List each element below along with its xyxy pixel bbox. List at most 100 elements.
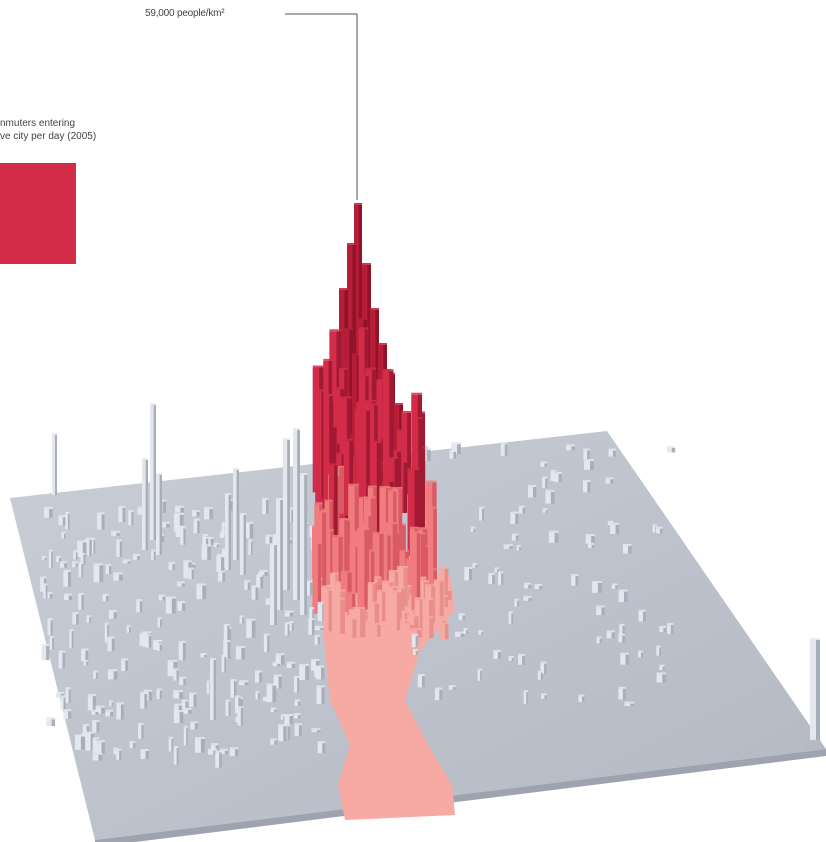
bar-side [444, 568, 448, 604]
bar-side [297, 715, 301, 719]
bar-top [411, 633, 419, 636]
bar-top [289, 621, 294, 624]
bar-face [157, 619, 161, 628]
bar-side [296, 677, 300, 693]
bar-face [534, 585, 540, 590]
bar-side [591, 544, 595, 549]
bar-top [293, 675, 300, 678]
bar-top [283, 724, 291, 727]
bar-side [511, 658, 514, 661]
bar-top [370, 576, 382, 579]
bar-top [175, 525, 185, 528]
bar-face [434, 689, 440, 701]
bar-face [440, 624, 446, 640]
bar-face [43, 585, 46, 599]
bar-side [421, 676, 425, 688]
bar-side [359, 608, 366, 638]
bar-side [273, 709, 277, 713]
bar-side [75, 552, 78, 560]
bar-top [365, 549, 375, 552]
bar-top [83, 659, 88, 662]
bar-top [347, 243, 356, 245]
bar-face [246, 620, 252, 638]
bar-top [270, 707, 277, 710]
bar-face [382, 535, 388, 595]
bar-top [382, 533, 391, 536]
bar-top [514, 598, 519, 601]
bar-face [477, 670, 481, 681]
bar-side [426, 449, 431, 461]
bar-top [363, 513, 372, 516]
bar-face [346, 619, 353, 638]
bar-side [216, 544, 219, 548]
bar-top [382, 479, 394, 482]
bar-face [56, 693, 61, 698]
bar-face [86, 617, 90, 623]
bar-top [113, 747, 118, 750]
bar-side [80, 736, 85, 750]
bar-side [220, 557, 225, 572]
bar-face [652, 526, 656, 533]
bar-side [453, 452, 457, 459]
bar-face [371, 624, 378, 637]
bar-side [444, 596, 448, 608]
bar-face [95, 707, 102, 714]
bar-side [658, 647, 661, 656]
bar-face [348, 610, 355, 620]
bar-side [309, 582, 313, 596]
bar-face [324, 531, 331, 585]
bar-face [177, 603, 183, 611]
bar-top [58, 650, 66, 653]
bar-face [193, 520, 198, 534]
bar-face [379, 487, 386, 573]
bar-face [294, 701, 298, 706]
bar-top [201, 544, 212, 547]
bar-side [456, 444, 461, 455]
bar-top [142, 631, 152, 634]
bar-side [286, 440, 290, 590]
bar-top [478, 630, 484, 633]
bar-face [137, 508, 143, 515]
bar-side [376, 442, 382, 560]
bar-top [93, 670, 98, 673]
bar-face [479, 508, 483, 521]
bar-top [422, 597, 434, 600]
bar-top [357, 528, 370, 531]
bar-top [449, 450, 457, 453]
bar-side [303, 475, 307, 615]
bar-face [656, 647, 660, 656]
bar-top [254, 670, 263, 673]
bar-face [196, 585, 203, 600]
bar-top [323, 358, 333, 361]
bar-side [532, 486, 537, 498]
bar-face [182, 709, 188, 714]
bar-top [206, 536, 214, 539]
bar-top [425, 480, 437, 483]
bar-top [508, 611, 513, 614]
bar-top [392, 486, 403, 489]
bar-side [196, 520, 200, 534]
bar-face [63, 711, 69, 719]
bar-face [113, 749, 117, 755]
bar-side [297, 701, 301, 706]
bar-top [406, 609, 418, 612]
bar-top [276, 498, 283, 500]
bar-face [289, 623, 292, 631]
bar-face [105, 566, 110, 575]
bar-face [542, 478, 546, 489]
bar-face [142, 633, 148, 647]
bar-side [145, 750, 149, 759]
bar-top [398, 549, 409, 552]
bar-top [488, 572, 495, 575]
bar-top [40, 576, 47, 579]
bar-side [257, 692, 260, 700]
bar-face [113, 574, 119, 581]
bar-side [554, 532, 559, 543]
bar-face [323, 590, 329, 632]
bar-face [540, 663, 545, 675]
bar-top [372, 531, 384, 534]
bar-top [177, 601, 186, 604]
bar-face [596, 638, 600, 644]
bar-face [256, 576, 261, 589]
bar-top [367, 485, 377, 488]
